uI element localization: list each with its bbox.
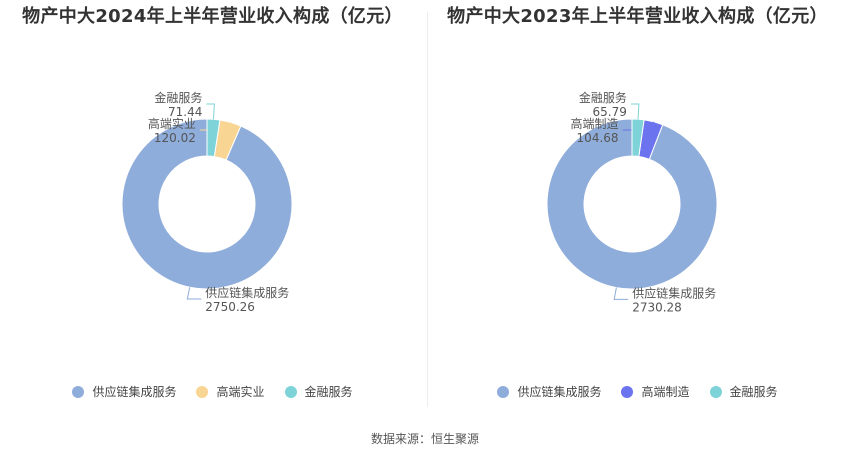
pie-slice[interactable] — [121, 118, 293, 290]
legend: 供应链集成服务 高端实业 金融服务 — [0, 383, 425, 400]
slice-category-label: 高端制造 — [571, 116, 619, 131]
leader-line — [186, 287, 202, 300]
chart-panel-2024: 物产中大2024年上半年营业收入构成（亿元） 供应链集成服务 2750.26 高端实… — [0, 0, 425, 410]
leader-line — [206, 103, 215, 120]
legend-item[interactable]: 高端制造 — [621, 383, 690, 400]
legend-item[interactable]: 金融服务 — [284, 383, 353, 400]
legend-label: 金融服务 — [304, 385, 353, 399]
slice-value-label: 71.44 — [168, 105, 202, 119]
slice-category-label: 高端实业 — [148, 116, 196, 131]
legend-marker — [621, 385, 634, 398]
legend-marker — [72, 385, 85, 398]
pie-slice[interactable] — [631, 118, 645, 158]
legend-label: 供应链集成服务 — [92, 385, 177, 399]
panel-divider — [427, 12, 428, 407]
legend-label: 金融服务 — [729, 385, 778, 399]
slice-value-label: 65.79 — [593, 105, 627, 119]
legend-label: 高端制造 — [641, 385, 690, 399]
slice-value-label: 120.02 — [154, 131, 196, 145]
legend-label: 供应链集成服务 — [517, 385, 602, 399]
legend-marker — [497, 385, 510, 398]
legend-item[interactable]: 金融服务 — [709, 383, 778, 400]
legend-item[interactable]: 高端实业 — [196, 383, 265, 400]
legend-marker — [709, 385, 722, 398]
slice-value-label: 2730.28 — [632, 300, 682, 314]
legend-label: 高端实业 — [216, 385, 265, 399]
data-source: 数据来源：恒生聚源 — [370, 432, 479, 446]
leader-line — [613, 287, 629, 300]
leader-line — [630, 103, 640, 120]
slice-category-label: 金融服务 — [579, 90, 627, 105]
pie-slice[interactable] — [206, 118, 221, 158]
chart-panel-2023: 物产中大2023年上半年营业收入构成（亿元） 供应链集成服务 2730.28 高端制… — [425, 0, 850, 410]
chart-title: 物产中大2023年上半年营业收入构成（亿元） — [447, 6, 828, 27]
slice-value-label: 2750.26 — [205, 300, 255, 314]
slice-category-label: 金融服务 — [154, 90, 202, 105]
chart-title: 物产中大2024年上半年营业收入构成（亿元） — [22, 6, 403, 27]
legend-marker — [196, 385, 209, 398]
slice-category-label: 供应链集成服务 — [632, 285, 716, 300]
slice-value-label: 104.68 — [577, 131, 619, 145]
legend-marker — [284, 385, 297, 398]
pie-slice[interactable] — [546, 118, 718, 290]
legend: 供应链集成服务 高端制造 金融服务 — [425, 383, 850, 400]
legend-item[interactable]: 供应链集成服务 — [72, 383, 176, 400]
legend-item[interactable]: 供应链集成服务 — [497, 383, 601, 400]
slice-category-label: 供应链集成服务 — [205, 285, 289, 300]
